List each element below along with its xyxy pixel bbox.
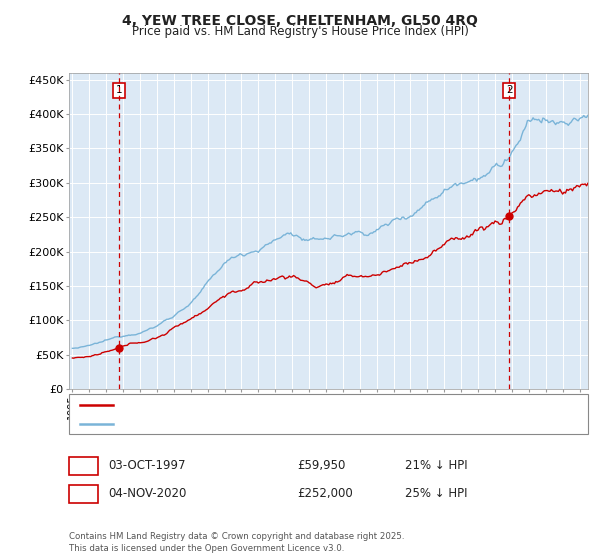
Text: 2: 2 [506,85,512,95]
Text: 4, YEW TREE CLOSE, CHELTENHAM, GL50 4RQ: 4, YEW TREE CLOSE, CHELTENHAM, GL50 4RQ [122,14,478,28]
Text: £252,000: £252,000 [297,487,353,501]
Text: 1: 1 [79,459,88,473]
Text: 03-OCT-1997: 03-OCT-1997 [108,459,185,473]
Text: 1: 1 [116,85,122,95]
Text: HPI: Average price, semi-detached house, Cheltenham: HPI: Average price, semi-detached house,… [117,418,402,428]
Text: 2: 2 [79,487,88,501]
Text: Contains HM Land Registry data © Crown copyright and database right 2025.
This d: Contains HM Land Registry data © Crown c… [69,533,404,553]
Text: 4, YEW TREE CLOSE, CHELTENHAM, GL50 4RQ (semi-detached house): 4, YEW TREE CLOSE, CHELTENHAM, GL50 4RQ … [117,400,479,410]
Text: 04-NOV-2020: 04-NOV-2020 [108,487,187,501]
Text: 21% ↓ HPI: 21% ↓ HPI [405,459,467,473]
Text: 25% ↓ HPI: 25% ↓ HPI [405,487,467,501]
Text: Price paid vs. HM Land Registry's House Price Index (HPI): Price paid vs. HM Land Registry's House … [131,25,469,38]
Text: £59,950: £59,950 [297,459,346,473]
